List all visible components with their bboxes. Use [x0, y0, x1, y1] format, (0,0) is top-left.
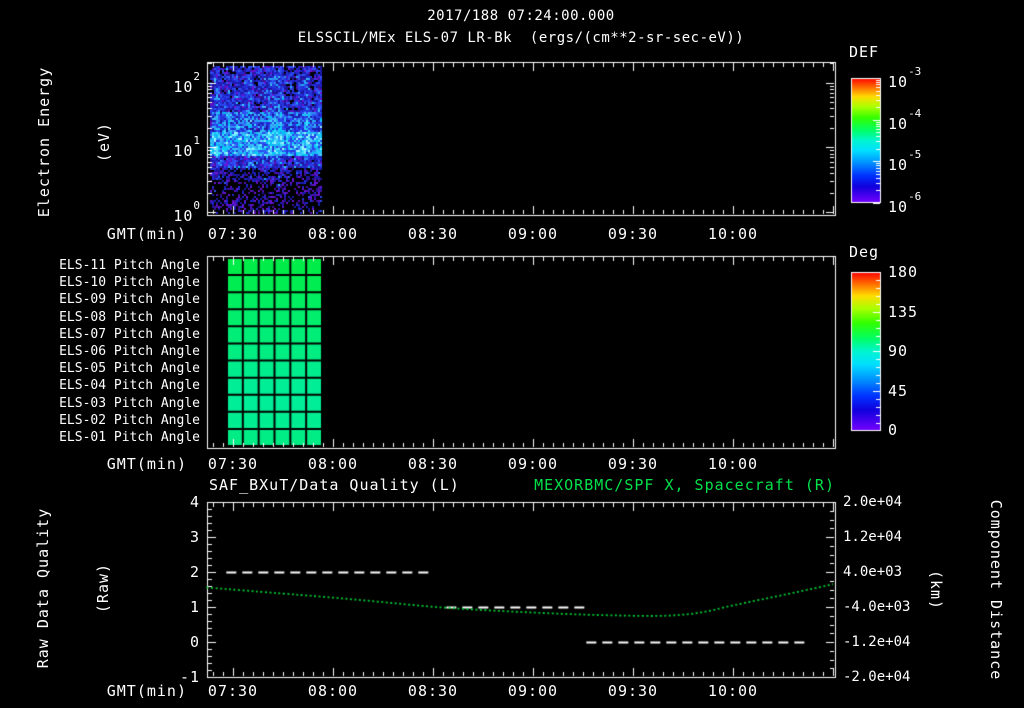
els-row-label: ELS-03 Pitch Angle — [59, 395, 200, 411]
quality-tick-label: 2 — [189, 563, 200, 581]
energy-tick-label: 100 — [173, 199, 200, 225]
distance-tick-label: -4.0e+03 — [843, 599, 911, 615]
energy-tick-label: 101 — [173, 134, 200, 161]
els-row-label: ELS-08 Pitch Angle — [59, 309, 200, 325]
quality-tick-label: 0 — [189, 633, 200, 651]
quality-axis-label: Raw Data Quality (Raw) — [0, 493, 153, 683]
x-tick-label: 10:00 — [707, 682, 759, 700]
els-row-label: ELS-02 Pitch Angle — [59, 412, 200, 428]
spacecraft-right-title: MEXORBMC/SPF X, Spacecraft (R) — [534, 476, 835, 494]
energy-axis-label-line2: (eV) — [95, 121, 113, 163]
def-colorbar-label: 10-4 — [888, 106, 922, 133]
x-tick-label: 08:30 — [407, 455, 459, 473]
quality-tick-label: -1 — [179, 668, 200, 686]
deg-colorbar-label: 0 — [888, 421, 899, 439]
els-row-label: ELS-06 Pitch Angle — [59, 344, 200, 359]
x-tick-label: 09:30 — [607, 682, 659, 700]
els-row-label: ELS-07 Pitch Angle — [59, 326, 200, 342]
quality-tick-label: 3 — [189, 528, 200, 546]
els-row-label: ELS-01 Pitch Angle — [59, 430, 200, 445]
x-tick-label: 09:30 — [607, 225, 659, 243]
els-row-label: ELS-04 Pitch Angle — [59, 378, 200, 394]
els-row-label: ELS-09 Pitch Angle — [59, 292, 200, 308]
x-tick-label: 09:00 — [507, 225, 559, 243]
x-tick-label: 07:30 — [207, 225, 259, 243]
distance-axis-label-line2: (km) — [927, 569, 945, 611]
x-tick-label: 09:00 — [507, 682, 559, 700]
x-tick-label: 08:00 — [307, 682, 359, 700]
distance-tick-label: -2.0e+04 — [843, 669, 911, 685]
energy-axis-label-line1: Electron Energy — [35, 66, 53, 218]
distance-tick-label: 2.0e+04 — [843, 494, 903, 510]
gmt-label-quality: GMT(min) — [106, 682, 187, 700]
x-tick-label: 10:00 — [707, 225, 759, 243]
distance-tick-label: 4.0e+03 — [843, 564, 903, 580]
distance-axis-label: Component Distance (km) — [886, 490, 1024, 690]
els-row-label: ELS-05 Pitch Angle — [59, 361, 200, 377]
distance-tick-label: -1.2e+04 — [843, 634, 911, 650]
x-tick-label: 08:30 — [407, 225, 459, 243]
energy-tick-label: 102 — [173, 69, 200, 96]
quality-axis-label-line2: (Raw) — [94, 562, 112, 614]
quality-left-title: SAF_BXuT/Data Quality (L) — [209, 476, 460, 494]
def-colorbar-title: DEF — [849, 43, 880, 61]
deg-colorbar-label: 135 — [888, 302, 919, 321]
x-tick-label: 08:00 — [307, 455, 359, 473]
deg-colorbar-label: 45 — [888, 381, 909, 400]
energy-axis-label: Electron Energy (eV) — [0, 52, 154, 232]
deg-colorbar-label: 90 — [888, 342, 909, 360]
quality-tick-label: 4 — [189, 493, 200, 511]
els-row-label: ELS-11 Pitch Angle — [59, 258, 200, 273]
x-tick-label: 09:00 — [507, 455, 559, 473]
x-tick-label: 07:30 — [207, 455, 259, 473]
gmt-label-energy: GMT(min) — [106, 225, 187, 243]
els-row-label: ELS-10 Pitch Angle — [59, 275, 200, 291]
def-colorbar-label: 10-3 — [888, 65, 922, 91]
deg-colorbar-label: 180 — [888, 263, 919, 281]
x-tick-label: 09:30 — [607, 455, 659, 473]
quality-axis-label-line1: Raw Data Quality — [34, 507, 52, 669]
x-tick-label: 08:30 — [407, 682, 459, 700]
distance-axis-label-line1: Component Distance — [987, 499, 1005, 681]
plot-title: ELSSCIL/MEx ELS-07 LR-Bk (ergs/(cm**2-sr… — [297, 30, 745, 46]
def-colorbar-label: 10-5 — [888, 148, 922, 175]
x-tick-label: 08:00 — [307, 225, 359, 243]
def-colorbar-label: 10-6 — [888, 190, 922, 216]
distance-tick-label: 1.2e+04 — [843, 529, 903, 545]
x-tick-label: 07:30 — [207, 682, 259, 700]
plot-datetime: 2017/188 07:24:00.000 — [427, 8, 615, 24]
x-tick-label: 10:00 — [707, 455, 759, 473]
gmt-label-pitch: GMT(min) — [106, 455, 187, 473]
quality-tick-label: 1 — [189, 598, 200, 616]
deg-colorbar-title: Deg — [849, 243, 880, 261]
